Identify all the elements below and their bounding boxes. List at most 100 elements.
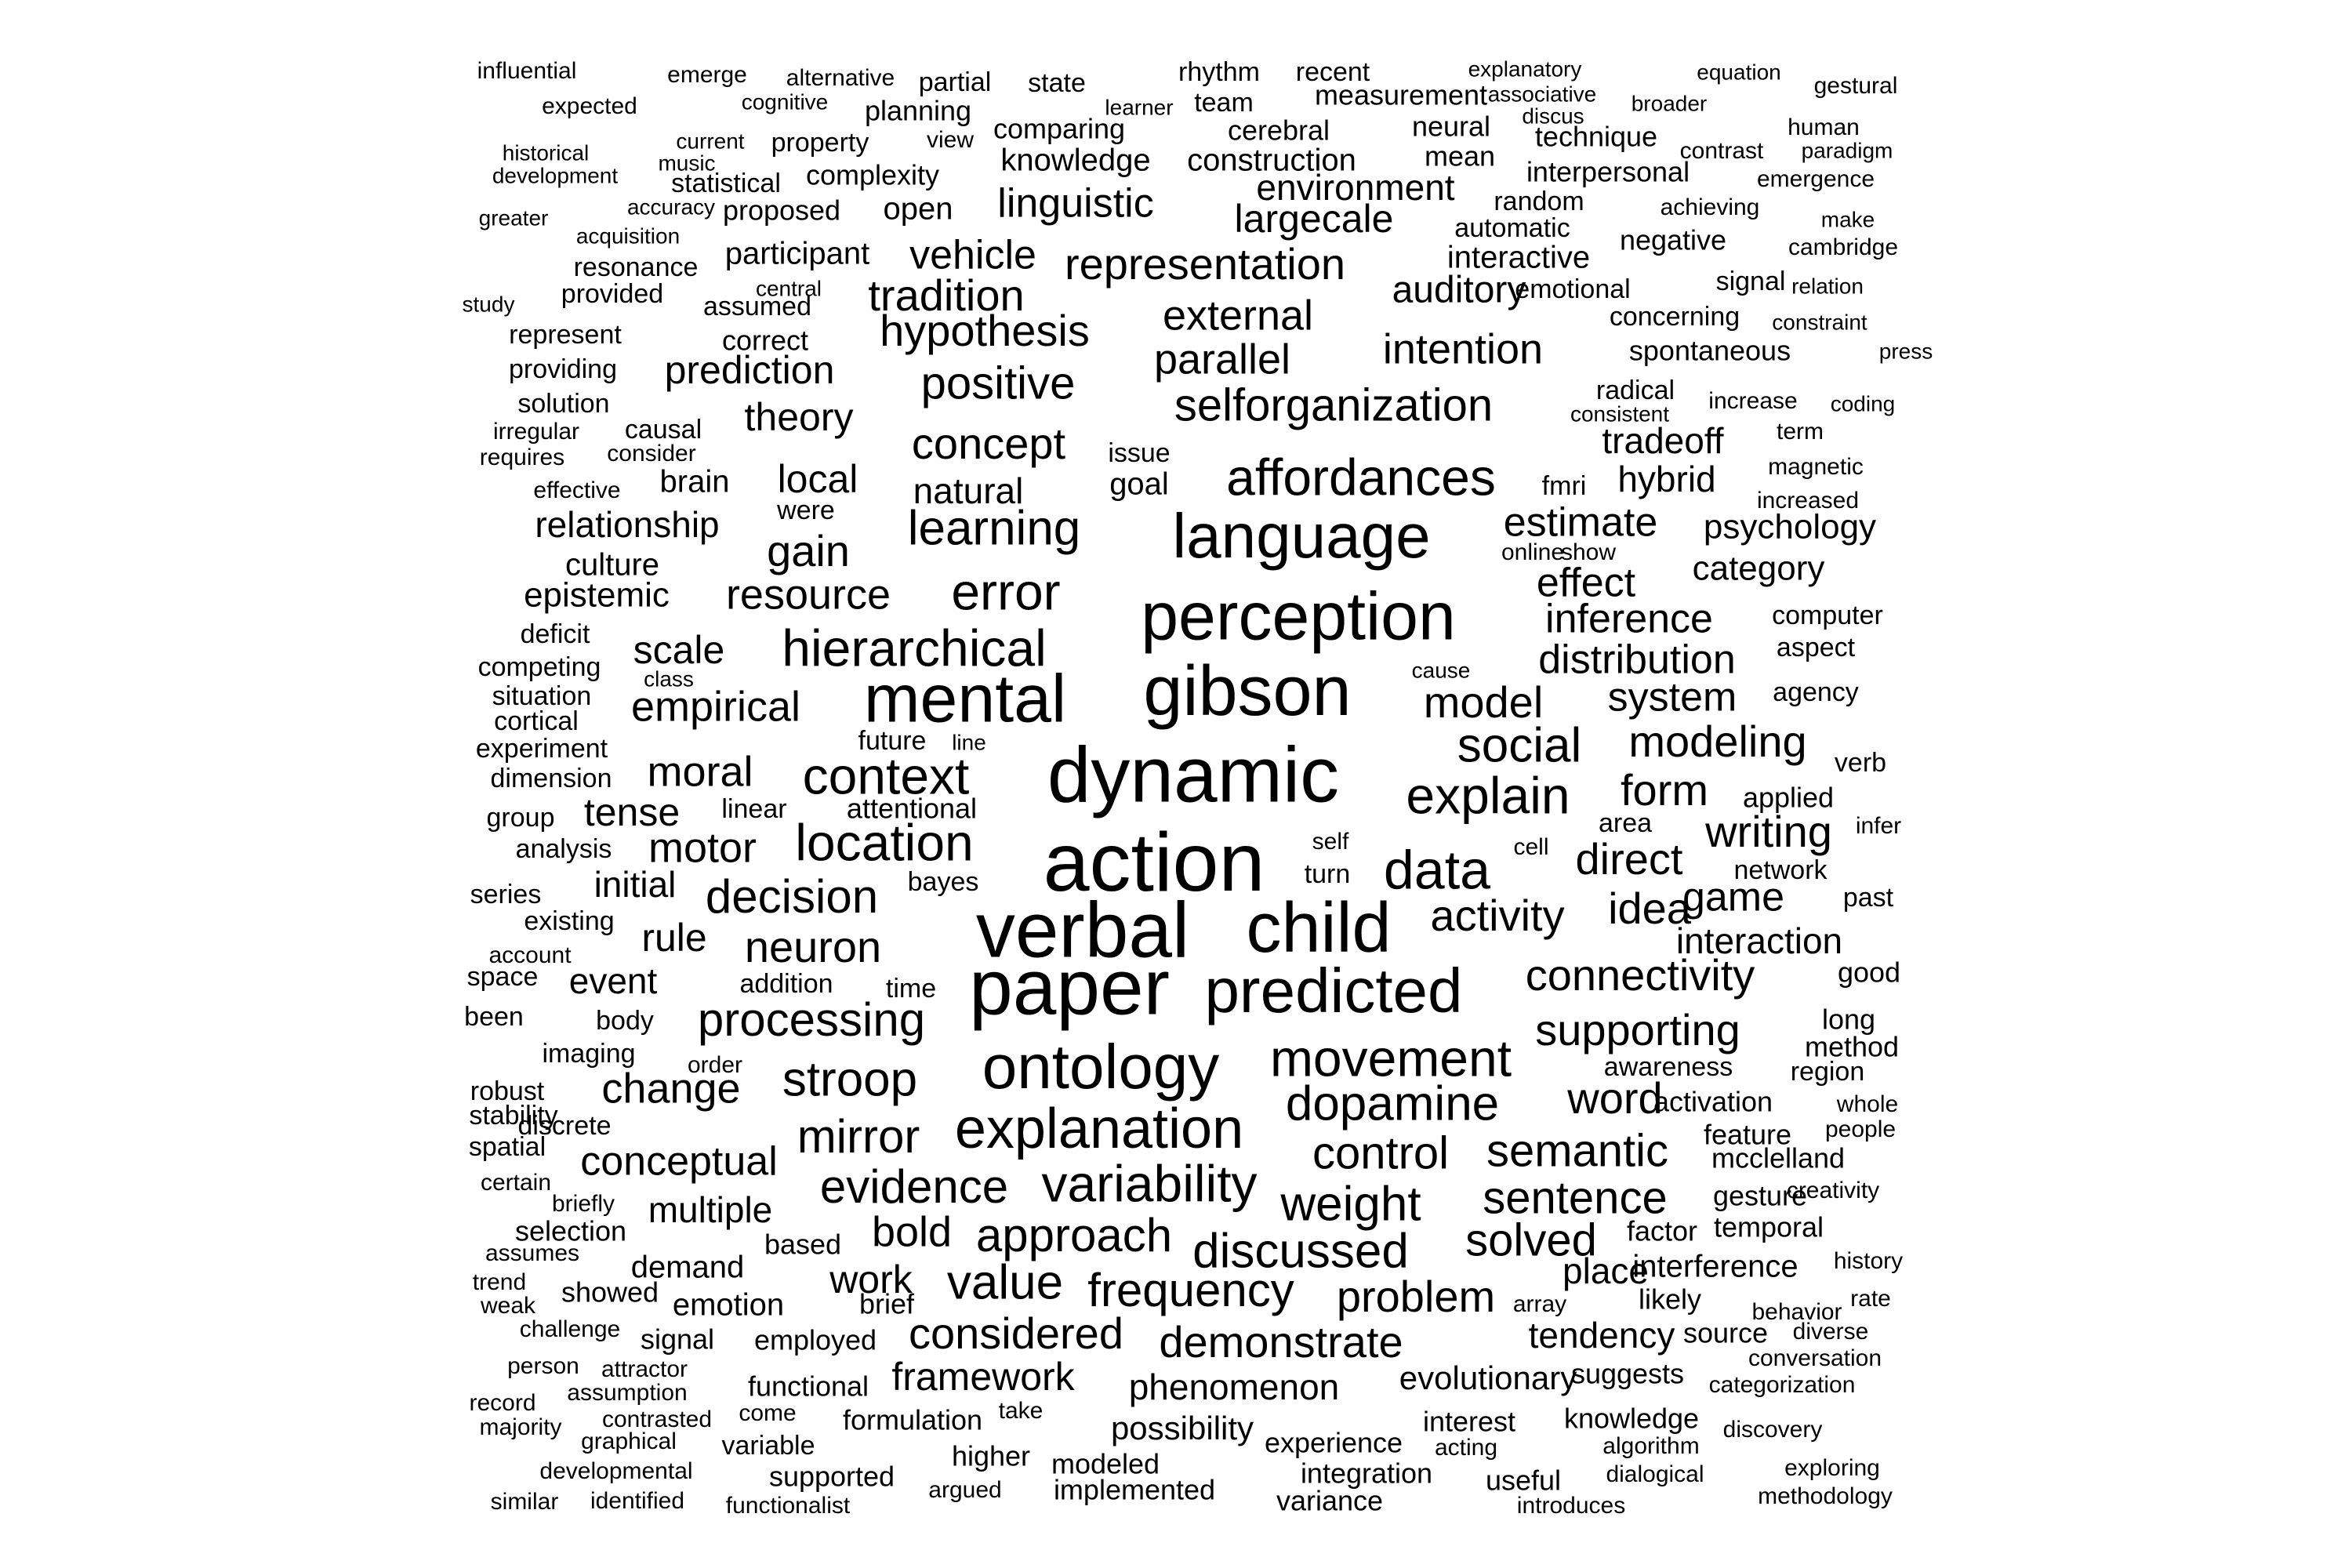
- cloud-word-theory: theory: [745, 395, 854, 439]
- cloud-word-technique: technique: [1535, 121, 1657, 153]
- cloud-word-creativity: creativity: [1787, 1178, 1879, 1203]
- cloud-word-requires: requires: [480, 445, 564, 470]
- cloud-word-human: human: [1788, 114, 1860, 140]
- cloud-word-movement: movement: [1270, 1029, 1512, 1087]
- cloud-word-central: central: [756, 276, 822, 300]
- cloud-word-come: come: [739, 1400, 796, 1426]
- cloud-word-interpersonal: interpersonal: [1526, 156, 1690, 188]
- cloud-word-idea: idea: [1608, 884, 1692, 933]
- cloud-word-language: language: [1172, 501, 1430, 571]
- cloud-word-coding: coding: [1831, 391, 1896, 416]
- cloud-word-hybrid: hybrid: [1617, 459, 1715, 499]
- cloud-word-mental: mental: [864, 662, 1066, 737]
- cloud-word-methodology: methodology: [1758, 1483, 1893, 1509]
- cloud-word-auditory: auditory: [1392, 270, 1526, 311]
- cloud-word-solved: solved: [1465, 1214, 1597, 1265]
- cloud-word-discovery: discovery: [1723, 1417, 1823, 1443]
- cloud-word-estimate: estimate: [1504, 500, 1658, 546]
- cloud-word-child: child: [1246, 889, 1391, 967]
- cloud-word-whole: whole: [1836, 1091, 1898, 1117]
- cloud-word-study: study: [463, 292, 515, 316]
- cloud-word-relation: relation: [1791, 274, 1864, 298]
- cloud-word-cerebral: cerebral: [1228, 114, 1330, 147]
- cloud-word-control: control: [1312, 1127, 1449, 1178]
- cloud-word-variance: variance: [1276, 1485, 1383, 1517]
- cloud-word-selforganization: selforganization: [1174, 379, 1493, 430]
- cloud-word-modeled: modeled: [1051, 1448, 1160, 1480]
- cloud-word-gesture: gesture: [1713, 1180, 1807, 1212]
- cloud-word-self: self: [1312, 829, 1349, 855]
- cloud-word-interaction: interaction: [1676, 920, 1842, 961]
- cloud-word-developmental: developmental: [539, 1458, 692, 1484]
- cloud-word-good: good: [1838, 956, 1900, 989]
- cloud-word-provided: provided: [561, 279, 663, 309]
- cloud-word-linguistic: linguistic: [997, 181, 1153, 227]
- cloud-word-temporal: temporal: [1714, 1211, 1824, 1243]
- cloud-word-activity: activity: [1430, 891, 1564, 940]
- cloud-word-modeling: modeling: [1628, 717, 1806, 766]
- cloud-word-interest: interest: [1423, 1406, 1515, 1438]
- cloud-word-place: place: [1563, 1250, 1649, 1291]
- cloud-word-possibility: possibility: [1111, 1410, 1254, 1446]
- cloud-word-mean: mean: [1425, 140, 1495, 172]
- cloud-word-rhythm: rhythm: [1178, 57, 1260, 87]
- cloud-word-show: show: [1561, 539, 1616, 565]
- cloud-word-future: future: [858, 726, 927, 756]
- cloud-word-linear: linear: [721, 794, 786, 824]
- cloud-word-statistical: statistical: [671, 169, 781, 198]
- cloud-word-emotion: emotion: [673, 1288, 784, 1323]
- cloud-word-interference: interference: [1632, 1250, 1798, 1284]
- cloud-word-data: data: [1384, 839, 1490, 900]
- cloud-word-suggests: suggests: [1571, 1358, 1684, 1390]
- cloud-word-existing: existing: [524, 906, 614, 936]
- cloud-word-discrete: discrete: [517, 1111, 611, 1141]
- cloud-word-gibson: gibson: [1143, 652, 1351, 731]
- cloud-word-paradigm: paradigm: [1802, 138, 1893, 162]
- cloud-word-environment: environment: [1256, 167, 1454, 208]
- cloud-word-class: class: [644, 666, 694, 691]
- cloud-word-long: long: [1822, 1004, 1875, 1036]
- cloud-word-proposed: proposed: [723, 194, 840, 227]
- cloud-word-line: line: [952, 730, 986, 754]
- cloud-word-work: work: [829, 1258, 913, 1301]
- cloud-word-weak: weak: [480, 1293, 536, 1319]
- cloud-word-online: online: [1501, 539, 1564, 565]
- cloud-word-hypothesis: hypothesis: [880, 306, 1090, 355]
- cloud-word-game: game: [1682, 875, 1784, 920]
- cloud-word-increased: increased: [1757, 488, 1859, 514]
- cloud-word-robust: robust: [470, 1076, 545, 1106]
- cloud-word-recent: recent: [1296, 57, 1370, 87]
- cloud-word-assumes: assumes: [485, 1240, 579, 1266]
- cloud-word-empirical: empirical: [631, 683, 800, 730]
- cloud-word-functional: functional: [748, 1370, 869, 1403]
- cloud-word-construction: construction: [1187, 143, 1356, 178]
- cloud-word-distribution: distribution: [1538, 637, 1735, 683]
- cloud-word-array: array: [1513, 1291, 1566, 1317]
- cloud-word-certain: certain: [481, 1170, 551, 1196]
- cloud-word-increase: increase: [1708, 388, 1797, 414]
- cloud-word-exploring: exploring: [1784, 1455, 1880, 1481]
- cloud-word-development: development: [492, 163, 619, 187]
- cloud-word-learner: learner: [1105, 95, 1173, 119]
- cloud-word-providing: providing: [509, 354, 617, 384]
- cloud-word-change: change: [601, 1065, 740, 1112]
- cloud-word-identified: identified: [590, 1488, 684, 1514]
- cloud-word-processing: processing: [698, 993, 925, 1046]
- cloud-word-psychology: psychology: [1704, 508, 1876, 546]
- cloud-word-body: body: [596, 1006, 654, 1036]
- cloud-word-correct: correct: [722, 325, 808, 357]
- cloud-word-spontaneous: spontaneous: [1629, 335, 1791, 367]
- cloud-word-behavior: behavior: [1751, 1299, 1842, 1325]
- cloud-word-irregular: irregular: [493, 419, 579, 445]
- cloud-word-mirror: mirror: [797, 1110, 920, 1163]
- cloud-word-system: system: [1608, 675, 1737, 720]
- cloud-word-comparing: comparing: [993, 113, 1125, 145]
- cloud-word-selection: selection: [515, 1215, 626, 1247]
- cloud-word-history: history: [1834, 1248, 1903, 1274]
- cloud-word-error: error: [951, 562, 1060, 620]
- cloud-word-tense: tense: [584, 790, 680, 834]
- cloud-word-current: current: [676, 129, 744, 153]
- cloud-word-category: category: [1693, 550, 1825, 588]
- cloud-word-knowledge-2: knowledge: [1564, 1403, 1699, 1435]
- cloud-word-considered: considered: [909, 1308, 1123, 1358]
